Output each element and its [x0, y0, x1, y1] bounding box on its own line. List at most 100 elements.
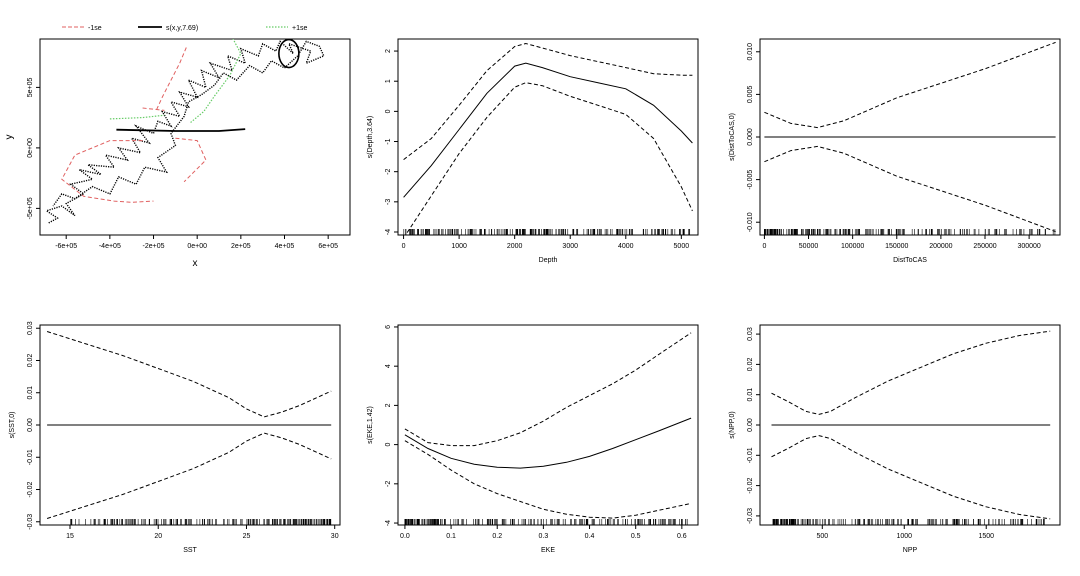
y-tick-label: 5e+05: [27, 77, 34, 97]
npp-smooth-panel: 500 1000 1500 -0.03 -0.02 -0.01 0.00 0.01 0.02 0.…: [729, 324, 1061, 554]
y-tick-label: 0.005: [747, 86, 754, 104]
depth-smooth-panel: 0 1000 2000 3000 4000 5000 -4 -3 -2 -1 0 1 2 Depth s(D…: [367, 38, 699, 264]
y-tick-label: 0: [385, 109, 392, 113]
y-tick-label: -0.02: [747, 478, 754, 494]
x-tick-label: 15: [66, 533, 74, 540]
y-tick-label: 0.00: [747, 418, 754, 432]
y-tick-label: -0.01: [747, 447, 754, 463]
y-tick-label: 0.03: [747, 327, 754, 341]
y-tick-label: 0.01: [27, 386, 34, 400]
x-tick-label: 0.4: [585, 533, 595, 540]
se-band-line: [46, 331, 332, 418]
y-tick-label: -2: [385, 481, 392, 487]
y-tick-label: -0.01: [27, 449, 34, 465]
x-axis-title: x: [193, 258, 198, 269]
contour-line: [61, 140, 154, 203]
x-axis-title: SST: [183, 547, 197, 554]
x-tick-label: 0: [762, 243, 766, 250]
x-tick-label: -4e+05: [99, 243, 121, 250]
x-tick-label: -6e+05: [55, 243, 77, 250]
se-band-line: [404, 440, 692, 519]
x-axis-title: DistToCAS: [893, 257, 927, 264]
se-band-line: [404, 332, 692, 447]
x-tick-label: -2e+05: [143, 243, 165, 250]
x-tick-label: 50000: [799, 243, 819, 250]
plot-area: [771, 330, 1051, 525]
contour-line: [190, 39, 242, 123]
x-tick-label: 30: [331, 533, 339, 540]
plot-area: [46, 331, 332, 525]
fit-line: [404, 417, 692, 469]
y-tick-label: -2: [385, 168, 392, 174]
sst-smooth-panel: 15 20 25 30 -0.03 -0.02 -0.01 0.00 0.01 0.02 0.03 S…: [9, 321, 341, 554]
se-band-line: [46, 432, 332, 519]
contour-line: [109, 114, 165, 120]
contour-line: [175, 137, 207, 183]
x-tick-label: 150000: [885, 243, 908, 250]
y-tick-label: 0.010: [747, 43, 754, 61]
x-tick-label: 0e+00: [187, 243, 207, 250]
x-tick-label: 1500: [978, 533, 994, 540]
contour-line: [142, 107, 165, 111]
se-band-line: [771, 435, 1051, 520]
y-tick-label: 0.03: [27, 321, 34, 335]
x-axis-title: Depth: [539, 257, 558, 264]
contour-line: [116, 128, 246, 132]
x-tick-label: 3000: [562, 243, 578, 250]
contour-line: [155, 47, 187, 112]
x-tick-label: 0.3: [539, 533, 549, 540]
y-axis-title: s(NPP,0): [729, 411, 736, 439]
se-band-line: [771, 330, 1051, 415]
y-tick-label: -0.03: [27, 514, 34, 530]
legend-label-plus-se: +1se: [292, 25, 307, 32]
y-tick-label: -4: [385, 229, 392, 235]
x-tick-label: 0.1: [446, 533, 456, 540]
y-axis-title: s(DistToCAS,0): [729, 113, 736, 161]
x-tick-label: 200000: [929, 243, 952, 250]
x-tick-label: 0.0: [400, 533, 410, 540]
x-tick-label: 0: [402, 243, 406, 250]
y-tick-label: -1: [385, 138, 392, 144]
plot-frame: [397, 324, 699, 526]
x-tick-label: 25: [243, 533, 251, 540]
y-tick-label: 4: [385, 364, 392, 368]
x-tick-label: 100000: [841, 243, 864, 250]
survey-track: [44, 40, 325, 224]
x-tick-label: 6e+05: [318, 243, 338, 250]
x-axis-title: NPP: [903, 547, 918, 554]
plot-area: [403, 42, 693, 235]
x-tick-label: 250000: [973, 243, 996, 250]
legend-label-minus-se: -1se: [88, 25, 102, 32]
fit-line: [403, 62, 693, 198]
plot-area: [44, 39, 325, 224]
x-tick-label: 2e+05: [231, 243, 251, 250]
se-band-line: [764, 145, 1056, 233]
y-tick-label: 0.01: [747, 388, 754, 402]
x-axis-title: EKE: [541, 547, 555, 554]
x-tick-label: 500: [816, 533, 828, 540]
x-tick-label: 4e+05: [275, 243, 295, 250]
plot-area: [404, 332, 692, 525]
y-tick-label: -0.03: [747, 508, 754, 524]
x-tick-label: 1000: [896, 533, 912, 540]
disttocas-smooth-panel: 0 50000 100000 150000 200000 250000 300000 -0.0…: [729, 38, 1061, 264]
y-tick-label: -0.005: [747, 170, 754, 190]
se-band-line: [764, 41, 1056, 129]
contour-loop: [278, 39, 300, 69]
y-tick-label: 0.02: [747, 357, 754, 371]
y-tick-label: -0.010: [747, 212, 754, 232]
x-tick-label: 0.5: [631, 533, 641, 540]
y-tick-label: 0.000: [747, 128, 754, 146]
spatial-smooth-panel: -6e+05 -4e+05 -2e+05 0e+00 2e+05 4e+05 6e+05 -5…: [4, 38, 351, 269]
y-tick-label: -5e+05: [27, 197, 34, 219]
y-axis-title: s(EKE,1.42): [367, 406, 374, 444]
y-tick-label: 0.02: [27, 354, 34, 368]
eke-smooth-panel: 0.0 0.1 0.2 0.3 0.4 0.5 0.6 -4 -2 0 2 4 6 EKE s(EKE,1.…: [367, 324, 699, 554]
y-tick-label: -0.02: [27, 481, 34, 497]
y-tick-label: 0.00: [27, 418, 34, 432]
y-tick-label: 0: [385, 443, 392, 447]
plot-frame: [39, 38, 351, 236]
y-axis-title: s(Depth,3.64): [367, 116, 374, 158]
y-tick-label: 2: [385, 49, 392, 53]
